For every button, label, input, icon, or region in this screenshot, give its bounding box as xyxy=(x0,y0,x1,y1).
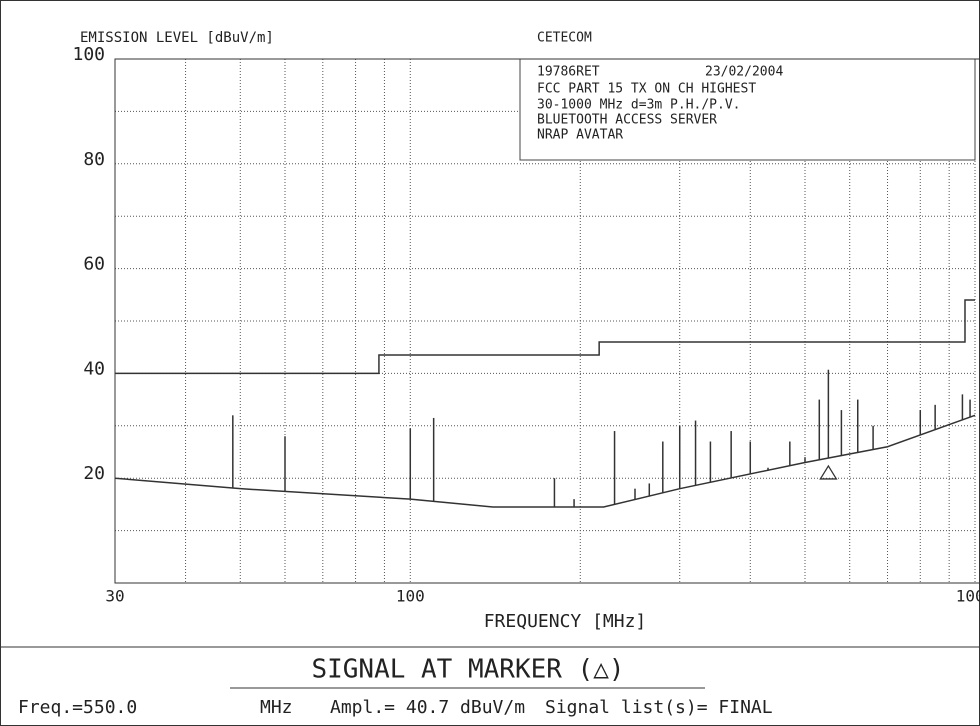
marker-triangle xyxy=(819,464,838,480)
chart-title: EMISSION LEVEL [dBuV/m] xyxy=(80,30,274,46)
y-tick-label: 80 xyxy=(83,149,105,170)
panel-freq: Freq.=550.0 xyxy=(18,697,137,718)
noise-floor xyxy=(114,414,976,508)
info-date: 23/02/2004 xyxy=(705,65,783,80)
info-box xyxy=(519,58,976,161)
limit-line xyxy=(115,299,975,375)
panel-list: Signal list(s)= FINAL xyxy=(545,697,773,718)
y-tick-label: 40 xyxy=(83,358,105,379)
plot-frame xyxy=(114,58,980,584)
info-line: FCC PART 15 TX ON CH HIGHEST xyxy=(537,82,756,97)
info-line: NRAP AVATAR xyxy=(537,128,623,143)
info-line: BLUETOOTH ACCESS SERVER xyxy=(537,113,717,128)
info-line: 30-1000 MHz d=3m P.H./P.V. xyxy=(537,98,741,113)
y-tick-label: 60 xyxy=(83,254,105,275)
panel-unit: MHz xyxy=(260,697,293,718)
info-line: 19786RET xyxy=(537,65,600,80)
x-tick-label: 30 xyxy=(105,587,124,606)
y-tick-label: 20 xyxy=(83,463,105,484)
x-tick-label: 100 xyxy=(396,587,425,606)
y-tick-label: 100 xyxy=(72,44,105,65)
panel-ampl: Ampl.= 40.7 dBuV/m xyxy=(330,697,525,718)
x-tick-label: 1000 xyxy=(956,587,980,606)
lab-name: CETECOM xyxy=(537,31,592,46)
x-axis-label: FREQUENCY [MHz] xyxy=(484,611,647,632)
panel-title: SIGNAL AT MARKER (△) xyxy=(311,655,624,685)
